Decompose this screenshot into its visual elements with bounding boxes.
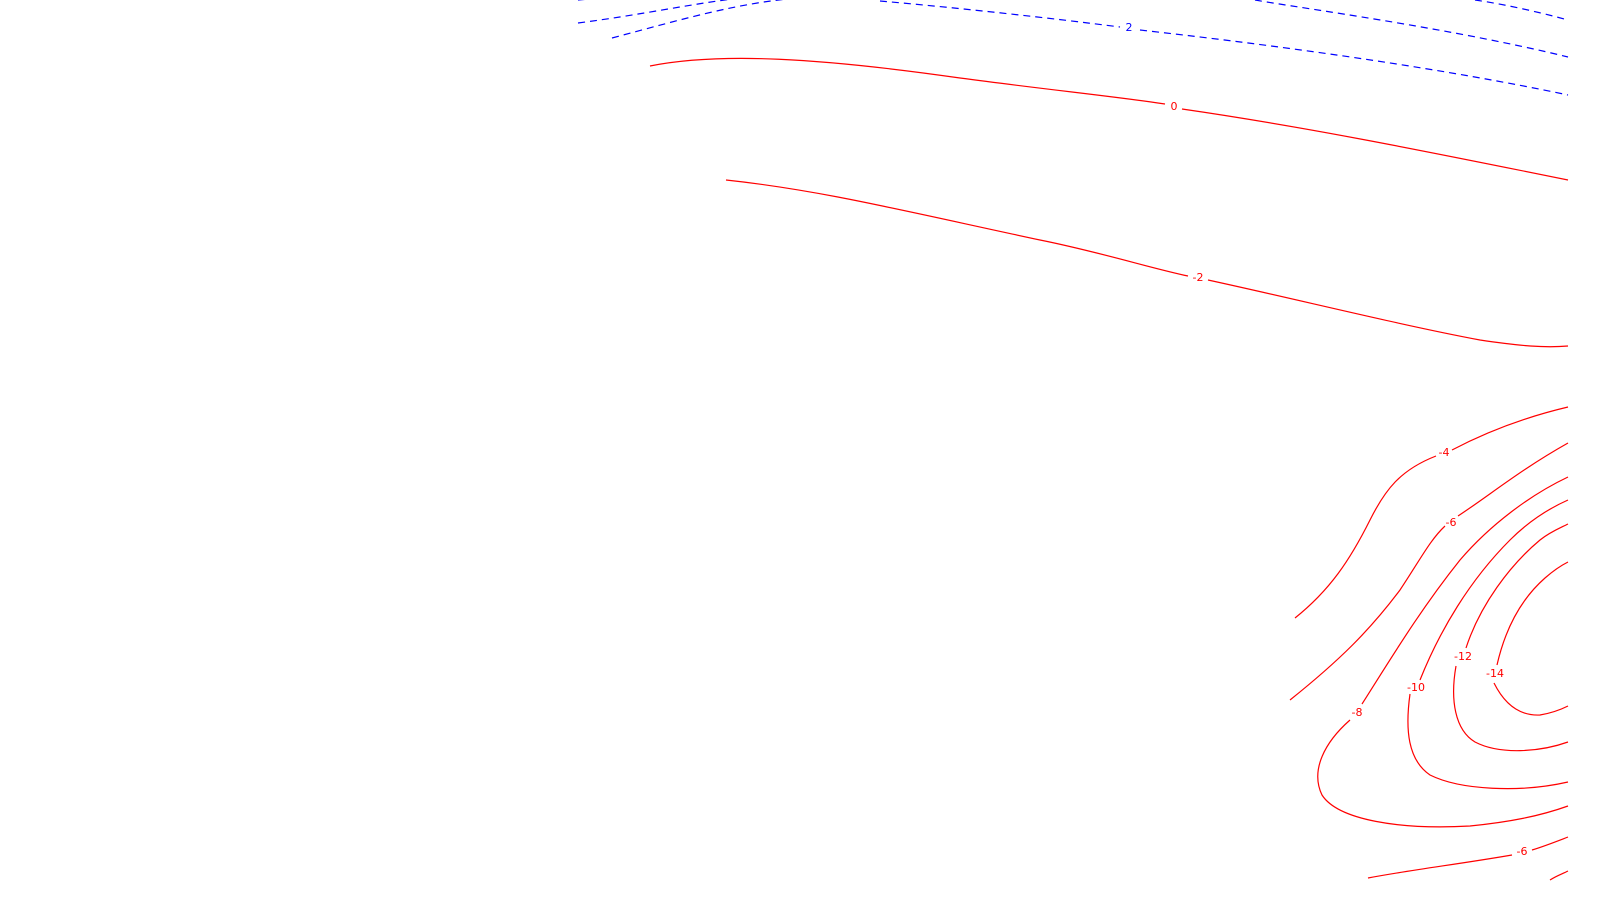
contour-line-neg12	[1453, 523, 1569, 752]
contour-line-neg6-lower	[1367, 836, 1569, 881]
contour-line-neg14	[1493, 561, 1569, 716]
contour-line-neg8	[1317, 476, 1569, 828]
contour-label: 0	[1171, 100, 1178, 113]
contour-label: -6	[1517, 845, 1528, 858]
contour-label: -12	[1454, 650, 1472, 663]
contour-label: -4	[1439, 446, 1450, 459]
contour-line-positive-2b	[611, 0, 1569, 96]
contour-line-neg4	[1294, 406, 1569, 619]
contour-label: -2	[1193, 271, 1204, 284]
contour-label: 2	[1126, 21, 1133, 34]
contour-line-positive-2	[577, 0, 730, 24]
contour-label: -8	[1352, 706, 1363, 719]
contour-label: -14	[1486, 667, 1504, 680]
contour-line-neg2	[725, 179, 1569, 348]
contour-line-zero	[649, 57, 1569, 181]
contour-label: -10	[1407, 681, 1425, 694]
contour-label: -6	[1446, 516, 1457, 529]
contour-line-positive-top-right	[1254, 0, 1569, 58]
contour-line-neg10	[1407, 499, 1569, 790]
contour-line-neg6	[1289, 442, 1569, 701]
